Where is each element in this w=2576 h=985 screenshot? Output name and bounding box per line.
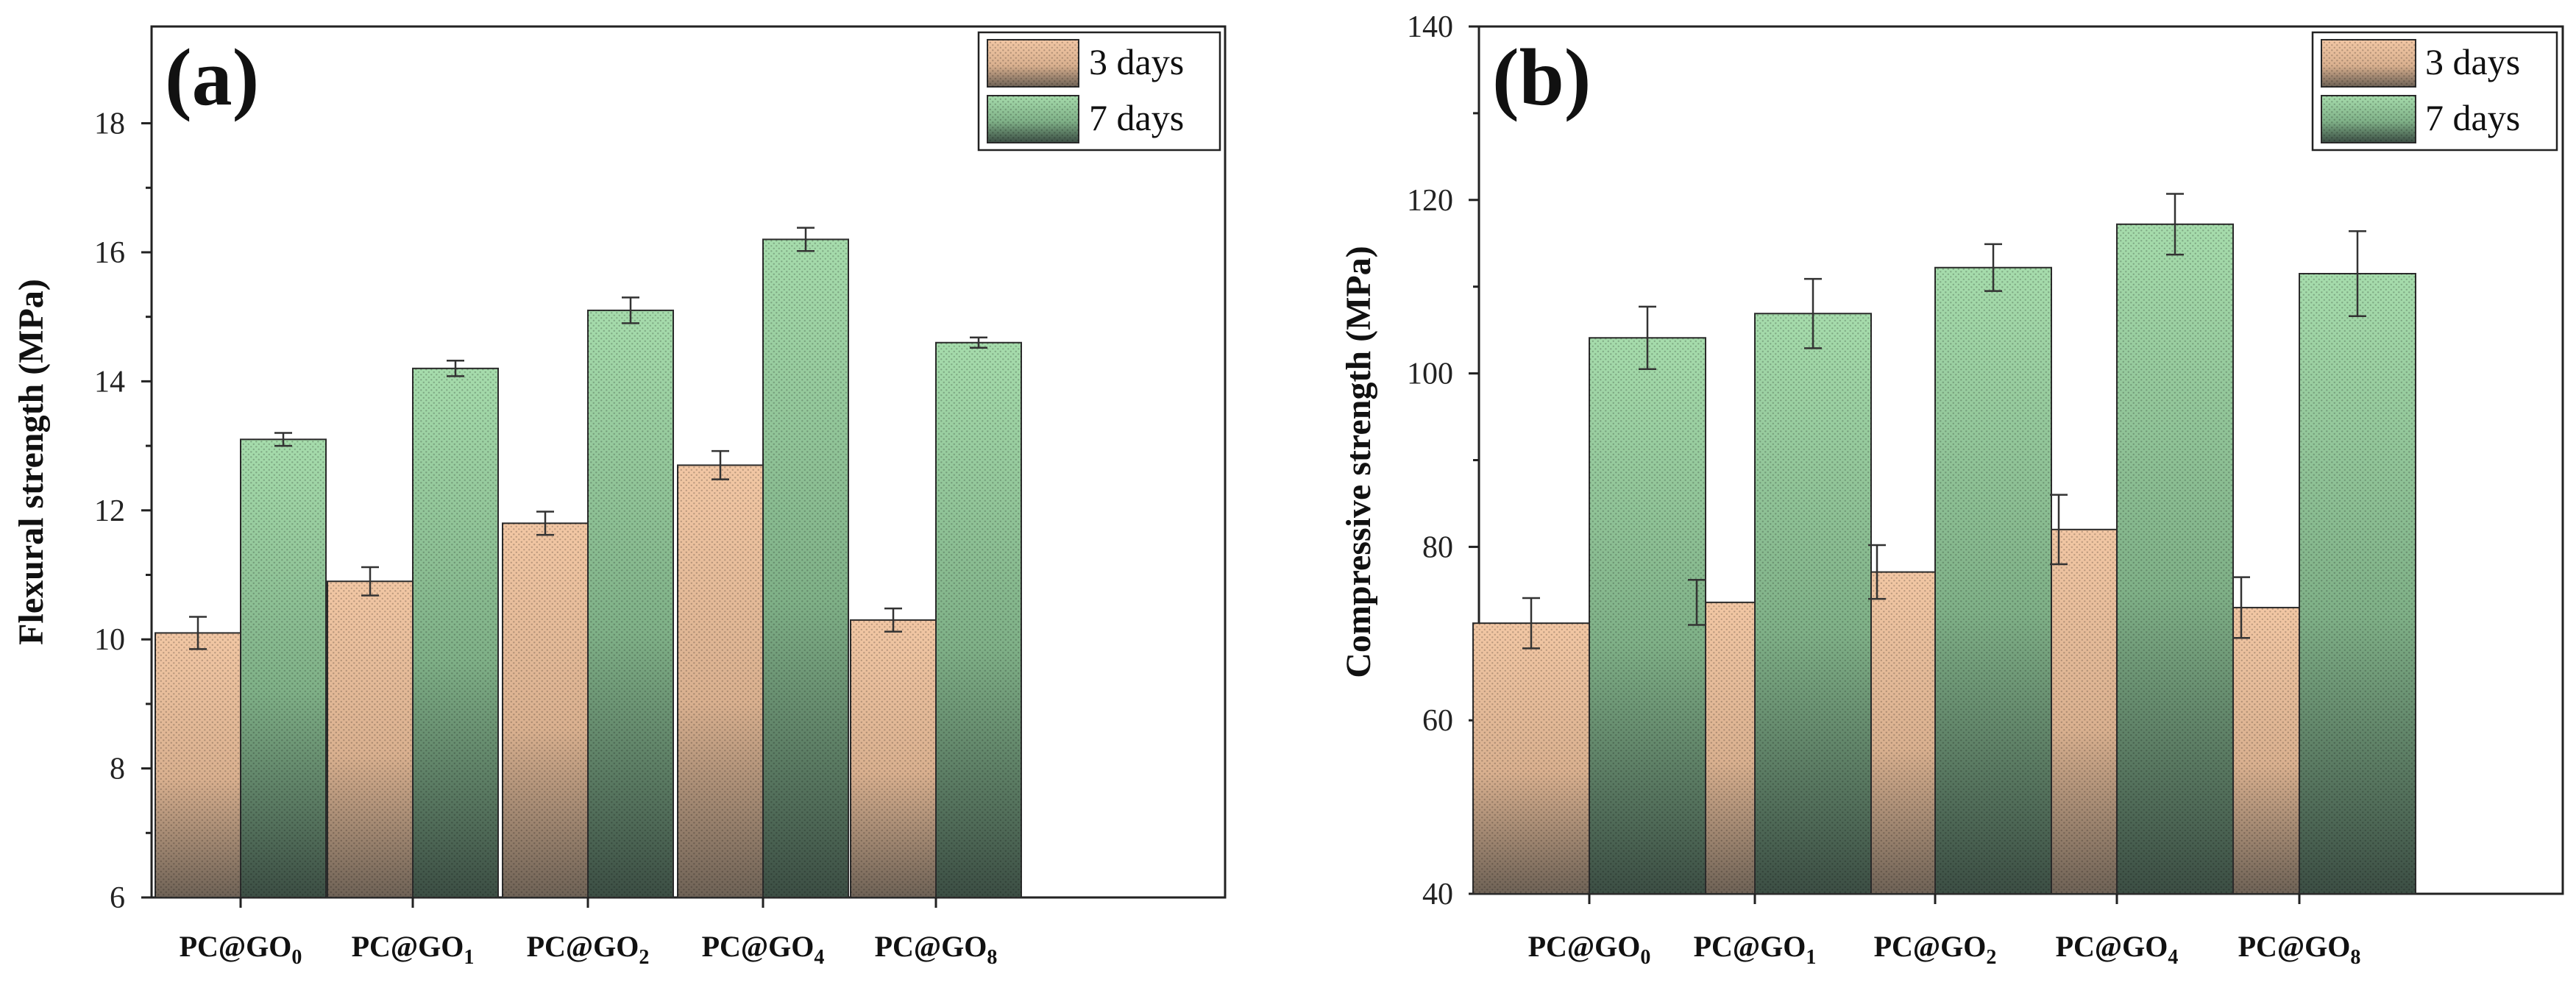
error-bar (884, 607, 902, 633)
error-bar (1522, 597, 1540, 650)
bar-texture (503, 523, 588, 897)
error-bar (2349, 230, 2366, 318)
x-axis-labels: PC@GO0 PC@GO1 PC@GO2 PC@GO4 PC@GO8 (1528, 894, 2361, 969)
error-bar (622, 296, 639, 324)
y-tick-label: 80 (1422, 530, 1453, 564)
y-tick-label: 120 (1407, 184, 1453, 218)
bar-texture (851, 619, 936, 897)
legend-label-3-days: 3 days (2425, 41, 2520, 82)
bar-texture (413, 368, 498, 898)
y-tick-label: 6 (110, 881, 125, 915)
bar-texture (327, 581, 413, 897)
bar-texture (2299, 274, 2416, 894)
category-label: PC@GO2 (1874, 930, 1997, 969)
error-bar (2232, 576, 2250, 639)
error-bar (189, 616, 207, 650)
category-label: PC@GO4 (2056, 930, 2179, 969)
y-tick-label: 14 (94, 365, 125, 399)
y-axis-ticks: 40 60 80 100 120 140 (1407, 10, 1479, 911)
error-bars (1522, 193, 2366, 650)
bar-texture (678, 465, 763, 897)
legend: 3 days 7 days (977, 31, 1221, 152)
bar-texture (2117, 224, 2233, 894)
error-bar (274, 432, 292, 447)
chart-panel-b: 40 60 80 100 120 140 PC@GO0 PC@GO1 PC@GO2 PC@GO4… (1339, 10, 2564, 969)
y-tick-label: 8 (110, 753, 125, 786)
category-label: PC@GO8 (2238, 930, 2361, 969)
bar-texture (1755, 313, 1871, 894)
bar-texture (1935, 267, 2051, 895)
error-bar (1868, 544, 1886, 600)
category-label: PC@GO1 (1694, 930, 1817, 969)
bar-texture (155, 633, 241, 897)
panel-label: (b) (1492, 32, 1591, 122)
y-tick-label: 40 (1422, 878, 1453, 911)
error-bar (1984, 243, 2002, 292)
error-bar (1804, 277, 1822, 349)
y-axis-ticks: 6 8 10 12 14 16 18 (94, 107, 152, 915)
error-bar (970, 336, 987, 349)
y-tick-label: 10 (94, 623, 125, 657)
error-bar (712, 449, 729, 480)
bars (155, 238, 1022, 899)
y-tick-label: 12 (94, 494, 125, 528)
error-bar (361, 566, 379, 597)
category-label: PC@GO8 (875, 930, 998, 969)
y-tick-label: 18 (94, 107, 125, 141)
error-bar (536, 511, 554, 536)
y-tick-label: 100 (1407, 358, 1453, 391)
y-tick-label: 60 (1422, 704, 1453, 738)
y-tick-label: 16 (94, 236, 125, 270)
error-bar (1688, 578, 1706, 626)
legend: 3 days 7 days (2311, 31, 2558, 152)
bars (1472, 223, 2416, 895)
error-bars (189, 227, 987, 650)
category-label: PC@GO0 (1528, 930, 1651, 969)
panel-label: (a) (165, 32, 259, 122)
bar-texture (1473, 623, 1589, 894)
error-bar (1639, 305, 1656, 370)
error-bar (447, 360, 464, 377)
bar-texture (241, 439, 326, 897)
y-axis-title: Compressive strength (MPa) (1339, 246, 1378, 678)
category-label: PC@GO1 (352, 930, 475, 969)
category-label: PC@GO4 (702, 930, 825, 969)
bar-texture (763, 239, 848, 897)
category-label: PC@GO2 (527, 930, 650, 969)
error-bar (797, 227, 815, 252)
legend-label-7-days: 7 days (1089, 97, 1184, 138)
error-bar (2166, 193, 2184, 256)
bar-texture (936, 342, 1021, 897)
category-label: PC@GO0 (180, 930, 302, 969)
x-axis-labels: PC@GO0 PC@GO1 PC@GO2 PC@GO4 PC@GO8 (180, 897, 998, 969)
y-tick-label: 140 (1407, 10, 1453, 44)
legend-label-3-days: 3 days (1089, 41, 1184, 82)
legend-label-7-days: 7 days (2425, 97, 2520, 138)
error-bar (2050, 494, 2068, 566)
bar-texture (588, 310, 673, 897)
y-axis-title: Flexural strength (MPa) (12, 279, 51, 645)
bar-texture (1589, 338, 1706, 894)
